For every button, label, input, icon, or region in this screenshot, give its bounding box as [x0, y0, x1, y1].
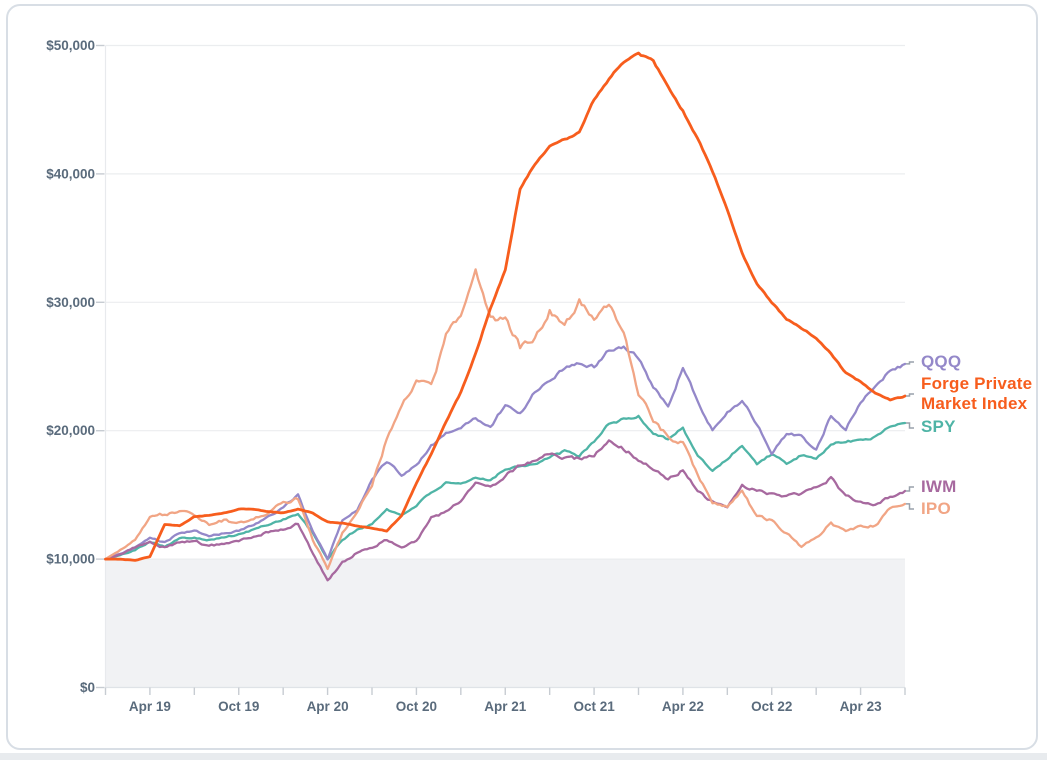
y-axis-label: $10,000: [46, 552, 95, 567]
series-line-iwm: [104, 439, 907, 582]
series-line-forge-private-market-index: [104, 51, 907, 562]
y-axis-label: $40,000: [46, 166, 95, 181]
x-axis-label: Oct 22: [751, 699, 792, 714]
legend-item-ipo[interactable]: IPO: [921, 499, 951, 518]
page-bottom-strip: [0, 753, 1047, 760]
legend-leader-tick: [906, 486, 914, 492]
legend-item-forge-private-market-index[interactable]: Forge Private Market Index: [921, 374, 1033, 413]
legend-leader-tick: [906, 361, 914, 365]
y-axis-label: $20,000: [46, 423, 95, 438]
below-initial-investment-region: [105, 559, 905, 688]
y-axis-label: $0: [80, 680, 95, 695]
y-axis-label: $30,000: [46, 295, 95, 310]
x-axis-label: Oct 21: [573, 699, 615, 714]
legend-leader-tick: [906, 393, 914, 397]
x-axis-label: Apr 21: [484, 699, 527, 714]
legend-leader-tick: [906, 422, 914, 429]
legend-item-iwm[interactable]: IWM: [921, 477, 957, 496]
x-axis-label: Oct 20: [396, 699, 437, 714]
series-line-ipo: [104, 268, 907, 571]
x-axis-label: Apr 22: [662, 699, 704, 714]
series-line-qqq: [104, 345, 907, 561]
legend-item-spy[interactable]: SPY: [921, 417, 956, 436]
x-axis-label: Apr 19: [129, 699, 171, 714]
x-axis-label: Apr 23: [840, 699, 883, 714]
legend-item-qqq[interactable]: QQQ: [921, 352, 962, 371]
x-axis-label: Apr 20: [307, 699, 349, 714]
legend-leader-tick: [906, 503, 914, 510]
x-axis-label: Oct 19: [218, 699, 259, 714]
y-axis-label: $50,000: [46, 38, 95, 53]
